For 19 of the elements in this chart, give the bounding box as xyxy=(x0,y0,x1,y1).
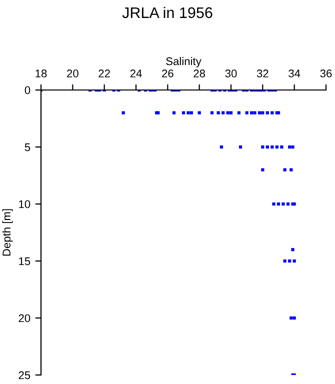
x-axis-title: Salinity xyxy=(166,57,202,68)
y-tick-label: 10 xyxy=(19,200,30,208)
y-tick-label: 15 xyxy=(19,257,30,266)
chart-title: JRLA in 1956 xyxy=(122,6,212,18)
y-tick-label: 0 xyxy=(24,86,30,94)
y-axis-title: Depth [m] xyxy=(2,209,13,256)
x-tick-label: 36 xyxy=(320,70,332,78)
x-tick-label: 20 xyxy=(67,70,78,78)
x-tick-label: 32 xyxy=(256,70,268,78)
x-tick-label: 22 xyxy=(98,70,110,78)
x-tick-label: 28 xyxy=(194,70,206,78)
x-tick-label: 34 xyxy=(288,70,300,78)
x-tick-label: 18 xyxy=(36,70,47,78)
x-tick-label: 30 xyxy=(225,70,237,78)
x-tick-label: 24 xyxy=(130,70,142,78)
y-tick-label: 25 xyxy=(18,371,30,380)
y-tick-label: 20 xyxy=(18,314,30,322)
x-tick-label: 26 xyxy=(162,70,174,78)
y-tick-label: 5 xyxy=(24,143,30,152)
